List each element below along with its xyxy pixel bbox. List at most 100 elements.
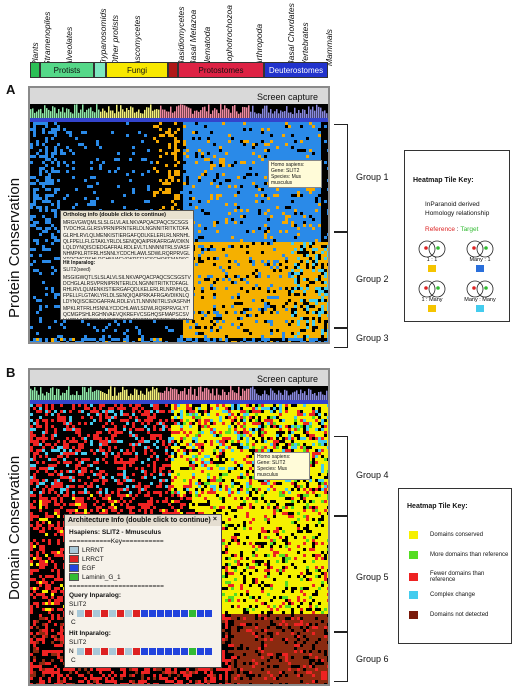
heatmap-tile[interactable] bbox=[132, 191, 135, 194]
heatmap-tile[interactable] bbox=[300, 122, 303, 125]
heatmap-tile[interactable] bbox=[213, 137, 216, 140]
heatmap-tile[interactable] bbox=[249, 137, 252, 140]
heatmap-tile[interactable] bbox=[36, 239, 39, 242]
heatmap-tile[interactable] bbox=[51, 131, 54, 134]
heatmap-tile[interactable] bbox=[273, 260, 276, 263]
heatmap-tile[interactable] bbox=[219, 416, 222, 419]
heatmap-tile[interactable] bbox=[204, 179, 207, 182]
heatmap-tile[interactable] bbox=[225, 131, 228, 134]
heatmap-tile[interactable] bbox=[231, 155, 234, 158]
heatmap-tile[interactable] bbox=[327, 419, 328, 422]
heatmap-tile[interactable] bbox=[270, 128, 273, 131]
heatmap-tile[interactable] bbox=[219, 158, 222, 161]
heatmap-tile[interactable] bbox=[300, 308, 303, 311]
heatmap-tile[interactable] bbox=[216, 326, 219, 329]
heatmap-tile[interactable] bbox=[258, 320, 261, 323]
heatmap-tile[interactable] bbox=[249, 317, 252, 320]
heatmap-tile[interactable] bbox=[237, 275, 240, 278]
heatmap-tile[interactable] bbox=[48, 221, 51, 224]
heatmap-tile[interactable] bbox=[303, 323, 306, 326]
heatmap-tile[interactable] bbox=[291, 197, 294, 200]
heatmap-tile[interactable] bbox=[30, 203, 33, 206]
heatmap-tile[interactable] bbox=[285, 218, 288, 221]
heatmap-tile[interactable] bbox=[273, 281, 276, 284]
heatmap-tile[interactable] bbox=[264, 416, 267, 419]
heatmap-tile[interactable] bbox=[186, 200, 189, 203]
heatmap-tile[interactable] bbox=[306, 218, 309, 221]
heatmap-tile[interactable] bbox=[39, 182, 42, 185]
heatmap-tile[interactable] bbox=[267, 221, 270, 224]
heatmap-tile[interactable] bbox=[216, 404, 219, 407]
heatmap-tile[interactable] bbox=[324, 140, 327, 143]
heatmap-tile[interactable] bbox=[171, 206, 174, 209]
heatmap-tile[interactable] bbox=[249, 320, 252, 323]
heatmap-tile[interactable] bbox=[300, 227, 303, 230]
heatmap-tile[interactable] bbox=[297, 404, 300, 407]
heatmap-tile[interactable] bbox=[99, 407, 102, 410]
heatmap-tile[interactable] bbox=[222, 419, 225, 422]
heatmap-tile[interactable] bbox=[288, 128, 291, 131]
heatmap-tile[interactable] bbox=[255, 167, 258, 170]
heatmap-tile[interactable] bbox=[111, 410, 114, 413]
heatmap-tile[interactable] bbox=[297, 215, 300, 218]
heatmap-tile[interactable] bbox=[288, 236, 291, 239]
heatmap-tile[interactable] bbox=[234, 428, 237, 431]
heatmap-tile[interactable] bbox=[243, 416, 246, 419]
heatmap-tile[interactable] bbox=[222, 236, 225, 239]
heatmap-tile[interactable] bbox=[237, 404, 240, 407]
heatmap-tile[interactable] bbox=[231, 173, 234, 176]
heatmap-tile[interactable] bbox=[222, 299, 225, 302]
heatmap-tile[interactable] bbox=[219, 419, 222, 422]
heatmap-tile[interactable] bbox=[198, 305, 201, 308]
heatmap-tile[interactable] bbox=[240, 284, 243, 287]
heatmap-tile[interactable] bbox=[315, 152, 318, 155]
heatmap-tile[interactable] bbox=[84, 131, 87, 134]
heatmap-tile[interactable] bbox=[273, 215, 276, 218]
heatmap-tile[interactable] bbox=[216, 428, 219, 431]
heatmap-tile[interactable] bbox=[72, 338, 75, 341]
heatmap-tile[interactable] bbox=[246, 206, 249, 209]
heatmap-tile[interactable] bbox=[159, 422, 162, 425]
heatmap-tile[interactable] bbox=[234, 236, 237, 239]
heatmap-tile[interactable] bbox=[72, 440, 75, 443]
heatmap-tile[interactable] bbox=[33, 296, 36, 299]
heatmap-tile[interactable] bbox=[222, 227, 225, 230]
heatmap-tile[interactable] bbox=[246, 425, 249, 428]
heatmap-tile[interactable] bbox=[240, 413, 243, 416]
heatmap-tile[interactable] bbox=[195, 203, 198, 206]
heatmap-tile[interactable] bbox=[258, 284, 261, 287]
heatmap-tile[interactable] bbox=[234, 122, 237, 125]
heatmap-tile[interactable] bbox=[327, 233, 328, 236]
heatmap-tile[interactable] bbox=[168, 173, 171, 176]
heatmap-tile[interactable] bbox=[99, 419, 102, 422]
heatmap-tile[interactable] bbox=[246, 431, 249, 434]
heatmap-tile[interactable] bbox=[204, 257, 207, 260]
heatmap-tile[interactable] bbox=[171, 200, 174, 203]
heatmap-tile[interactable] bbox=[57, 239, 60, 242]
heatmap-tile[interactable] bbox=[288, 272, 291, 275]
heatmap-tile[interactable] bbox=[216, 251, 219, 254]
heatmap-tile[interactable] bbox=[210, 302, 213, 305]
heatmap-tile[interactable] bbox=[282, 152, 285, 155]
heatmap-tile[interactable] bbox=[30, 431, 33, 434]
heatmap-tile[interactable] bbox=[279, 200, 282, 203]
heatmap-tile[interactable] bbox=[186, 422, 189, 425]
heatmap-tile[interactable] bbox=[219, 143, 222, 146]
heatmap-tile[interactable] bbox=[297, 299, 300, 302]
heatmap-tile[interactable] bbox=[168, 170, 171, 173]
heatmap-tile[interactable] bbox=[300, 338, 303, 341]
heatmap-tile[interactable] bbox=[249, 275, 252, 278]
heatmap-tile[interactable] bbox=[216, 269, 219, 272]
heatmap-tile[interactable] bbox=[309, 137, 312, 140]
heatmap-tile[interactable] bbox=[303, 140, 306, 143]
heatmap-tile[interactable] bbox=[198, 143, 201, 146]
heatmap-tile[interactable] bbox=[57, 293, 60, 296]
heatmap-tile[interactable] bbox=[282, 314, 285, 317]
heatmap-tile[interactable] bbox=[222, 326, 225, 329]
heatmap-tile[interactable] bbox=[198, 419, 201, 422]
heatmap-tile[interactable] bbox=[231, 242, 234, 245]
heatmap-tile[interactable] bbox=[306, 212, 309, 215]
heatmap-tile[interactable] bbox=[264, 434, 267, 437]
heatmap-tile[interactable] bbox=[324, 263, 327, 266]
heatmap-tile[interactable] bbox=[249, 251, 252, 254]
